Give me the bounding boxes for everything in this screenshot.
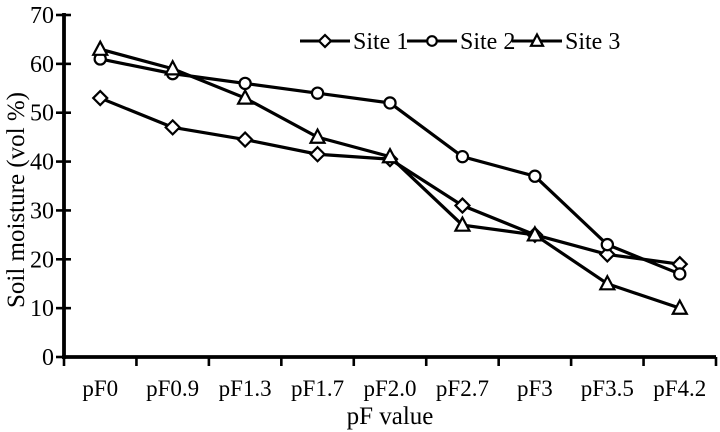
data-point-site-1 (164, 118, 182, 136)
x-tick-label: pF3 (517, 376, 553, 401)
triangle-marker-icon (529, 32, 545, 47)
data-point-site-3 (91, 39, 110, 56)
y-tick-label: 40 (30, 150, 54, 176)
x-axis-ticks: pF0 pF0.9 pF1.3 pF1.7 pF2.0 pF2.7 pF3 pF3.5 pF4.… (62, 357, 718, 401)
x-tick-label: pF3.5 (581, 376, 634, 401)
data-point-site-2 (528, 169, 542, 183)
data-point-site-1 (91, 89, 109, 107)
y-tick-label: 60 (30, 52, 54, 78)
y-tick-label: 50 (30, 101, 54, 127)
data-point-site-3 (526, 225, 544, 242)
y-tick-label: 70 (30, 3, 54, 29)
data-point-site-2 (600, 237, 615, 252)
series-site-3 (91, 39, 689, 315)
data-point-site-2 (310, 86, 325, 100)
legend-label-site-3: Site 3 (565, 29, 620, 55)
data-point-site-1 (309, 145, 327, 163)
x-tick-label: pF0 (82, 376, 118, 401)
x-tick-label: pF4.2 (653, 376, 706, 401)
diamond-marker-icon (317, 33, 333, 49)
data-point-site-3 (598, 273, 617, 291)
circle-marker-icon (426, 35, 438, 47)
data-point-site-3 (308, 127, 327, 144)
legend-item-site-3: Site 3 (512, 29, 620, 55)
x-tick-label: pF0.9 (146, 376, 199, 401)
y-tick-label: 20 (30, 247, 54, 273)
x-tick-label: pF2.7 (436, 376, 489, 401)
data-point-site-1 (598, 245, 616, 263)
data-point-site-2 (673, 267, 687, 281)
data-point-site-2 (383, 96, 397, 110)
y-tick-label: 30 (30, 198, 54, 224)
data-point-site-3 (163, 58, 182, 76)
y-tick-label: 0 (42, 345, 54, 371)
data-point-site-3 (453, 215, 472, 232)
x-tick-label: pF1.3 (219, 376, 272, 401)
data-point-site-2 (238, 76, 252, 91)
x-tick-label: pF2.0 (363, 376, 416, 401)
x-tick-label: pF1.7 (291, 376, 344, 401)
legend-item-site-1: Site 1 (300, 29, 408, 55)
y-axis-ticks: 0 10 20 30 40 50 60 70 (30, 3, 71, 371)
data-point-site-1 (453, 196, 471, 215)
data-point-site-3 (670, 298, 689, 315)
legend: Site 1 Site 2 Site 3 (300, 29, 620, 55)
legend-label-site-1: Site 1 (353, 29, 408, 55)
data-point-site-3 (236, 88, 254, 105)
y-axis-title: Soil moisture (vol %) (3, 92, 30, 308)
data-point-site-3 (381, 146, 399, 164)
x-axis-title: pF value (347, 403, 434, 430)
legend-label-site-2: Site 2 (460, 29, 515, 55)
data-point-site-1 (236, 131, 254, 149)
data-point-site-2 (455, 149, 470, 164)
y-tick-label: 10 (30, 296, 54, 322)
legend-item-site-2: Site 2 (407, 29, 515, 55)
